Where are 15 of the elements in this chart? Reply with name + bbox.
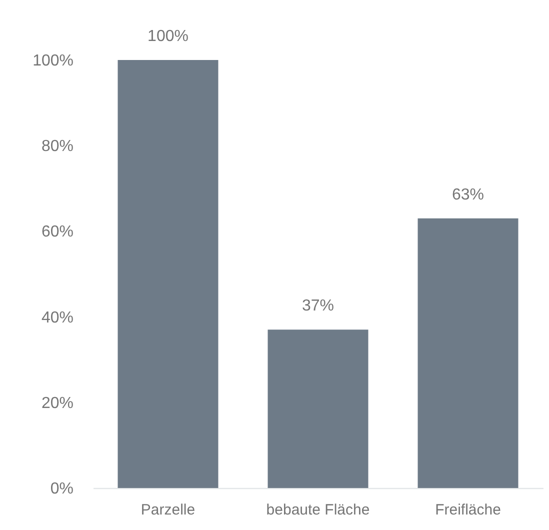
bar (268, 330, 368, 488)
y-tick-label: 80% (41, 138, 74, 156)
y-tick-label: 0% (50, 480, 74, 498)
bar (418, 218, 518, 488)
bar (118, 60, 218, 488)
y-tick-label: 40% (41, 309, 74, 326)
x-tick-label: Freifläche (435, 502, 501, 518)
y-tick-label: 60% (41, 224, 74, 241)
y-tick-label: 20% (41, 394, 74, 412)
y-tick-label: 100% (32, 52, 74, 70)
data-label: 37% (302, 298, 334, 315)
data-label: 100% (148, 28, 188, 45)
data-label: 63% (452, 186, 484, 204)
x-tick-label: Parzelle (140, 502, 196, 518)
x-tick-label: bebaute Fläche (266, 502, 370, 518)
